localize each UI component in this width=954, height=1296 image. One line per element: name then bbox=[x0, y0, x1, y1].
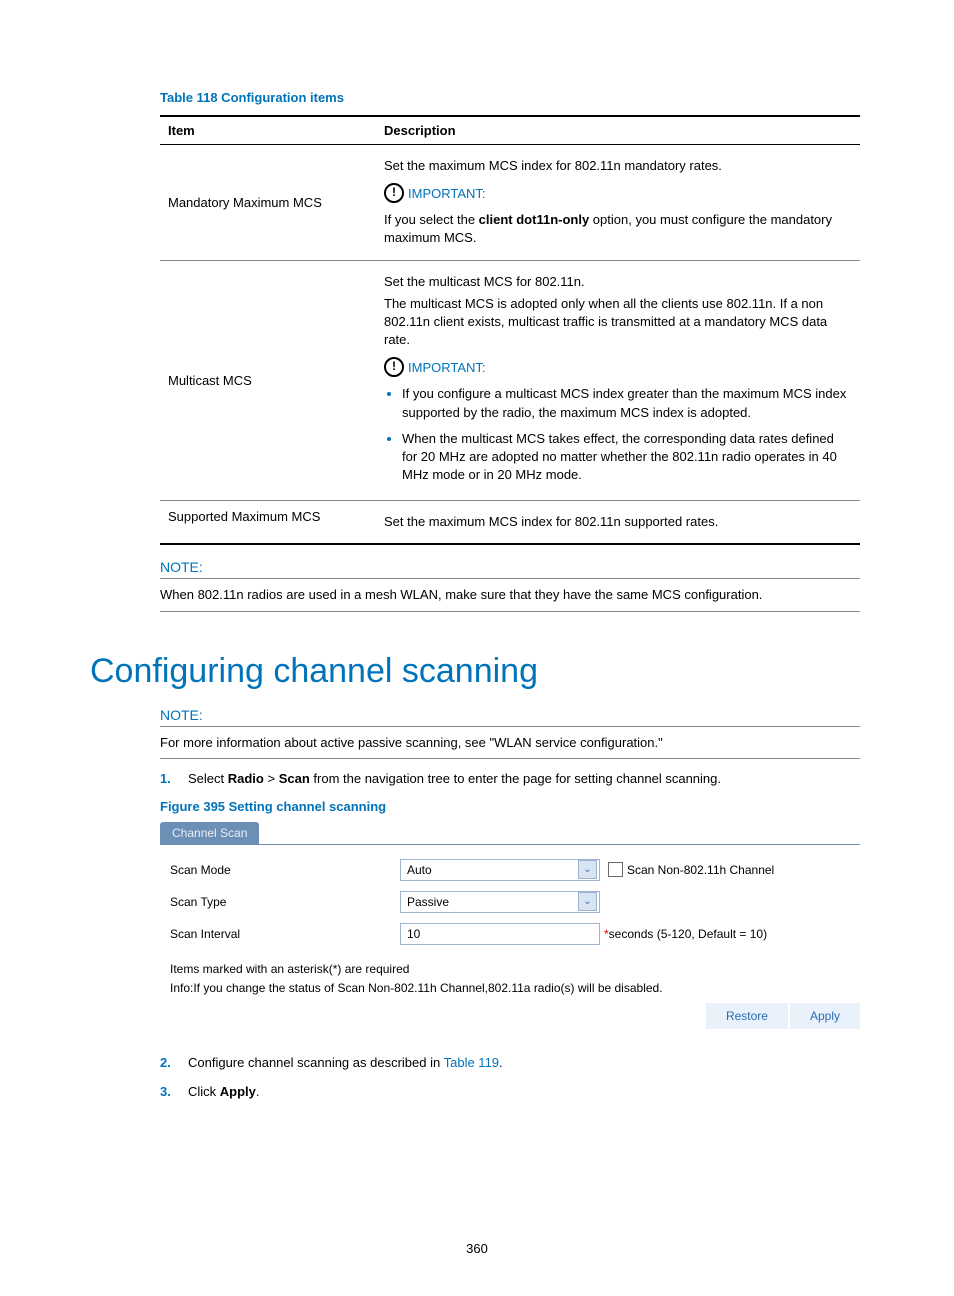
tab-row: Channel Scan bbox=[160, 822, 860, 845]
note-text: For more information about active passiv… bbox=[160, 733, 860, 760]
table-row: Supported Maximum MCS Set the maximum MC… bbox=[160, 501, 860, 545]
select-scan-mode[interactable]: Auto ⌄ bbox=[400, 859, 600, 881]
text: Select bbox=[188, 771, 228, 786]
cell-description: Set the maximum MCS index for 802.11n ma… bbox=[376, 145, 860, 261]
cell-item: Multicast MCS bbox=[160, 260, 376, 501]
apply-button[interactable]: Apply bbox=[790, 1003, 860, 1029]
step-text: Select Radio > Scan from the navigation … bbox=[188, 769, 721, 789]
section-heading: Configuring channel scanning bbox=[90, 652, 864, 691]
important-icon: ! bbox=[384, 183, 404, 203]
text: Click bbox=[188, 1084, 220, 1099]
important-text: IMPORTANT: bbox=[408, 186, 486, 201]
note-label: NOTE: bbox=[160, 707, 860, 727]
figure-caption: Figure 395 Setting channel scanning bbox=[160, 799, 864, 814]
important-icon: ! bbox=[384, 357, 404, 377]
bullet-list: If you configure a multicast MCS index g… bbox=[402, 385, 852, 484]
step-number: 3. bbox=[160, 1082, 188, 1102]
cell-item: Supported Maximum MCS bbox=[160, 501, 376, 545]
step-list: 1. Select Radio > Scan from the navigati… bbox=[160, 769, 860, 789]
info-warning: Info:If you change the status of Scan No… bbox=[170, 980, 860, 997]
note-block: NOTE: For more information about active … bbox=[160, 707, 860, 760]
chevron-down-icon[interactable]: ⌄ bbox=[578, 892, 597, 911]
form-row-scan-type: Scan Type Passive ⌄ bbox=[170, 891, 850, 913]
tab-channel-scan[interactable]: Channel Scan bbox=[160, 822, 259, 844]
text: . bbox=[499, 1055, 503, 1070]
step-text: Configure channel scanning as described … bbox=[188, 1053, 503, 1073]
select-value: Passive bbox=[407, 895, 449, 909]
step-item: 1. Select Radio > Scan from the navigati… bbox=[160, 769, 860, 789]
cell-description: Set the multicast MCS for 802.11n. The m… bbox=[376, 260, 860, 501]
hint-text: seconds (5-120, Default = 10) bbox=[609, 927, 767, 941]
important-label: ! IMPORTANT: bbox=[384, 183, 486, 203]
channel-scan-panel: Channel Scan Scan Mode Auto ⌄ Scan Non-8… bbox=[160, 822, 860, 1029]
form-row-scan-interval: Scan Interval 10 *seconds (5-120, Defaul… bbox=[170, 923, 850, 945]
desc-text: Set the maximum MCS index for 802.11n su… bbox=[384, 513, 852, 531]
checkbox-box-icon[interactable] bbox=[608, 862, 623, 877]
note-block: NOTE: When 802.11n radios are used in a … bbox=[160, 559, 860, 612]
important-text: IMPORTANT: bbox=[408, 360, 486, 375]
table-row: Multicast MCS Set the multicast MCS for … bbox=[160, 260, 860, 501]
desc-text: Set the multicast MCS for 802.11n. bbox=[384, 273, 852, 291]
label-scan-interval: Scan Interval bbox=[170, 927, 400, 941]
table-caption: Table 118 Configuration items bbox=[160, 90, 864, 105]
desc-text: Set the maximum MCS index for 802.11n ma… bbox=[384, 157, 852, 175]
text: from the navigation tree to enter the pa… bbox=[310, 771, 721, 786]
text: If you select the bbox=[384, 212, 479, 227]
step-list: 2. Configure channel scanning as describ… bbox=[160, 1053, 860, 1102]
chevron-down-icon[interactable]: ⌄ bbox=[578, 860, 597, 879]
th-description: Description bbox=[376, 116, 860, 145]
input-value: 10 bbox=[407, 927, 420, 941]
list-item: If you configure a multicast MCS index g… bbox=[402, 385, 852, 421]
input-scan-interval[interactable]: 10 bbox=[400, 923, 600, 945]
step-number: 1. bbox=[160, 769, 188, 789]
bold-text: client dot11n-only bbox=[479, 212, 590, 227]
step-number: 2. bbox=[160, 1053, 188, 1073]
label-scan-mode: Scan Mode bbox=[170, 863, 400, 877]
th-item: Item bbox=[160, 116, 376, 145]
button-row: Restore Apply bbox=[160, 1003, 860, 1029]
form-row-scan-mode: Scan Mode Auto ⌄ Scan Non-802.11h Channe… bbox=[170, 859, 850, 881]
note-label: NOTE: bbox=[160, 559, 860, 579]
config-table: Item Description Mandatory Maximum MCS S… bbox=[160, 115, 860, 545]
link-table-119[interactable]: Table 119 bbox=[444, 1055, 499, 1070]
checkbox-label: Scan Non-802.11h Channel bbox=[627, 863, 774, 877]
hint-scan-interval: *seconds (5-120, Default = 10) bbox=[604, 927, 767, 941]
cell-item: Mandatory Maximum MCS bbox=[160, 145, 376, 261]
cell-description: Set the maximum MCS index for 802.11n su… bbox=[376, 501, 860, 545]
step-item: 2. Configure channel scanning as describ… bbox=[160, 1053, 860, 1073]
bold-text: Apply bbox=[220, 1084, 256, 1099]
restore-button[interactable]: Restore bbox=[706, 1003, 788, 1029]
label-scan-type: Scan Type bbox=[170, 895, 400, 909]
form: Scan Mode Auto ⌄ Scan Non-802.11h Channe… bbox=[160, 845, 860, 959]
note-text: When 802.11n radios are used in a mesh W… bbox=[160, 585, 860, 612]
table-row: Mandatory Maximum MCS Set the maximum MC… bbox=[160, 145, 860, 261]
desc-text: The multicast MCS is adopted only when a… bbox=[384, 295, 852, 350]
select-scan-type[interactable]: Passive ⌄ bbox=[400, 891, 600, 913]
list-item: When the multicast MCS takes effect, the… bbox=[402, 430, 852, 485]
bold-text: Radio bbox=[228, 771, 264, 786]
page-number: 360 bbox=[0, 1241, 954, 1256]
select-value: Auto bbox=[407, 863, 432, 877]
bold-text: Scan bbox=[279, 771, 310, 786]
desc-text: If you select the client dot11n-only opt… bbox=[384, 211, 852, 247]
step-item: 3. Click Apply. bbox=[160, 1082, 860, 1102]
step-text: Click Apply. bbox=[188, 1082, 260, 1102]
text: Configure channel scanning as described … bbox=[188, 1055, 444, 1070]
checkbox-scan-non-80211h[interactable]: Scan Non-802.11h Channel bbox=[608, 862, 774, 877]
text: . bbox=[256, 1084, 260, 1099]
info-required: Items marked with an asterisk(*) are req… bbox=[170, 961, 860, 978]
text: > bbox=[264, 771, 279, 786]
important-label: ! IMPORTANT: bbox=[384, 357, 486, 377]
